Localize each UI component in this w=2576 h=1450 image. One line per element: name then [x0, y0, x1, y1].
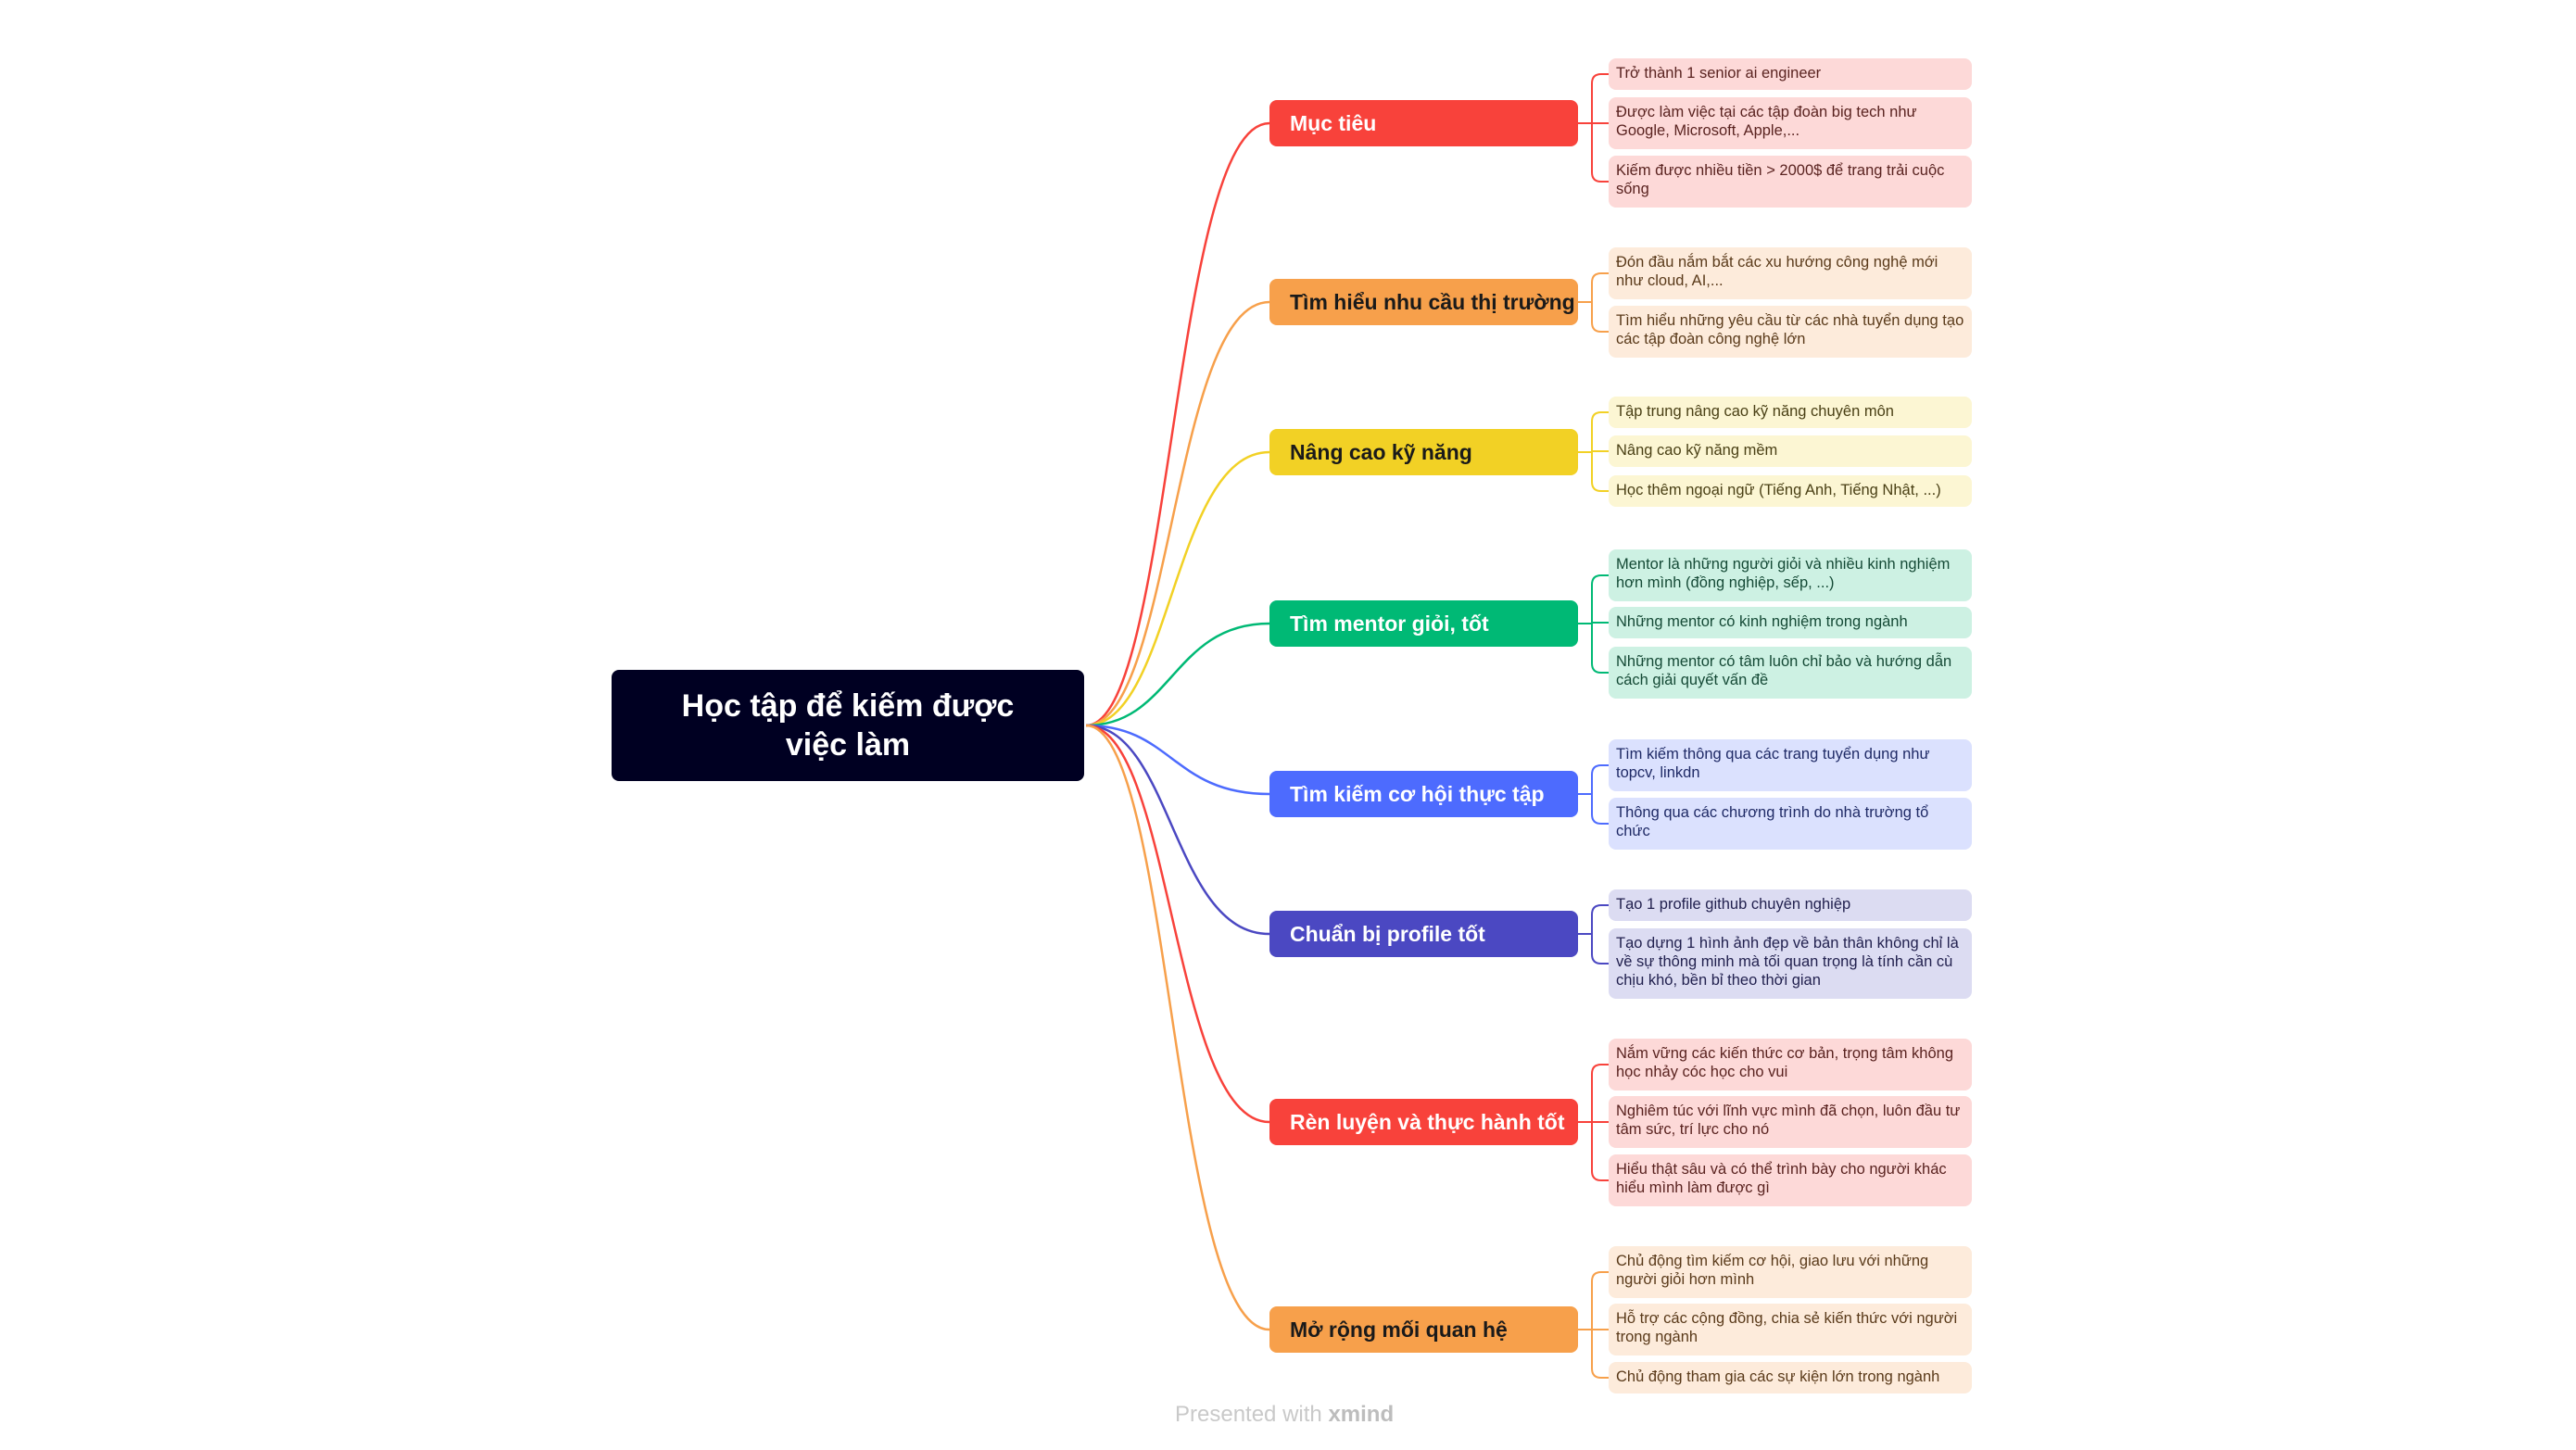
branch-topic-3[interactable]: Nâng cao kỹ năng: [1269, 429, 1578, 475]
subtopic-8-1[interactable]: Chủ động tìm kiếm cơ hội, giao lưu với n…: [1609, 1246, 1972, 1298]
branch-connector: [1085, 724, 1270, 936]
branch-connector: [1085, 724, 1270, 1124]
subtopic-4-2[interactable]: Những mentor có kinh nghiệm trong ngành: [1609, 607, 1972, 638]
subtopic-5-1[interactable]: Tìm kiếm thông qua các trang tuyển dụng …: [1609, 739, 1972, 791]
leaf-bracket: [1591, 272, 1609, 333]
branch-topic-1[interactable]: Mục tiêu: [1269, 100, 1578, 146]
subtopic-7-3[interactable]: Hiểu thật sâu và có thể trình bày cho ng…: [1609, 1154, 1972, 1206]
subtopic-6-1[interactable]: Tạo 1 profile github chuyên nghiệp: [1609, 889, 1972, 921]
subtopic-2-2[interactable]: Tìm hiểu những yêu cầu từ các nhà tuyển …: [1609, 306, 1972, 358]
leaf-bracket: [1591, 764, 1609, 825]
branch-topic-6[interactable]: Chuẩn bị profile tốt: [1269, 911, 1578, 957]
leaf-bracket: [1591, 574, 1609, 674]
central-topic-label: Học tập để kiếm được việc làm: [681, 688, 1015, 763]
branch-connector: [1085, 622, 1270, 727]
branch-topic-label: Nâng cao kỹ năng: [1290, 439, 1472, 464]
subtopic-2-1[interactable]: Đón đầu nắm bắt các xu hướng công nghệ m…: [1609, 247, 1972, 299]
presented-with-footer: Presented with xmind: [1175, 1402, 1394, 1428]
branch-topic-label: Rèn luyện và thực hành tốt: [1290, 1109, 1565, 1134]
branch-topic-label: Tìm mentor giỏi, tốt: [1290, 611, 1489, 636]
central-topic[interactable]: Học tập để kiếm được việc làm: [612, 670, 1084, 781]
leaf-bracket: [1591, 73, 1609, 183]
subtopic-1-1[interactable]: Trở thành 1 senior ai engineer: [1609, 58, 1972, 90]
subtopic-4-1[interactable]: Mentor là những người giỏi và nhiều kinh…: [1609, 549, 1972, 601]
branch-topic-label: Chuẩn bị profile tốt: [1290, 921, 1485, 946]
subtopic-1-2[interactable]: Được làm việc tại các tập đoàn big tech …: [1609, 97, 1972, 149]
branch-topic-label: Tìm kiếm cơ hội thực tập: [1290, 781, 1545, 806]
branch-connector: [1085, 300, 1270, 727]
subtopic-8-3[interactable]: Chủ động tham gia các sự kiện lớn trong …: [1609, 1362, 1972, 1393]
branch-connector: [1085, 121, 1270, 727]
branch-topic-2[interactable]: Tìm hiểu nhu cầu thị trường: [1269, 279, 1578, 325]
subtopic-6-2[interactable]: Tạo dựng 1 hình ảnh đẹp về bản thân khôn…: [1609, 928, 1972, 999]
branch-topic-7[interactable]: Rèn luyện và thực hành tốt: [1269, 1099, 1578, 1145]
branch-connector: [1085, 724, 1270, 1331]
branch-connector: [1085, 724, 1270, 796]
leaf-bracket: [1591, 904, 1609, 965]
branch-topic-4[interactable]: Tìm mentor giỏi, tốt: [1269, 600, 1578, 647]
footer-prefix: Presented with: [1175, 1402, 1322, 1427]
branch-connector: [1085, 450, 1270, 727]
branch-topic-label: Mục tiêu: [1290, 110, 1377, 135]
branch-topic-label: Mở rộng mối quan hệ: [1290, 1317, 1508, 1342]
branch-topic-5[interactable]: Tìm kiếm cơ hội thực tập: [1269, 771, 1578, 817]
subtopic-1-3[interactable]: Kiếm được nhiều tiền > 2000$ để trang tr…: [1609, 156, 1972, 208]
branch-topic-8[interactable]: Mở rộng mối quan hệ: [1269, 1306, 1578, 1353]
subtopic-3-1[interactable]: Tập trung nâng cao kỹ năng chuyên môn: [1609, 397, 1972, 428]
xmind-logo: xmind: [1328, 1402, 1395, 1427]
leaf-bracket: [1591, 1271, 1609, 1379]
subtopic-4-3[interactable]: Những mentor có tâm luôn chỉ bảo và hướn…: [1609, 647, 1972, 699]
branch-topic-label: Tìm hiểu nhu cầu thị trường: [1290, 289, 1575, 314]
subtopic-3-3[interactable]: Học thêm ngoại ngữ (Tiếng Anh, Tiếng Nhậ…: [1609, 475, 1972, 507]
subtopic-7-2[interactable]: Nghiêm túc với lĩnh vực mình đã chọn, lu…: [1609, 1096, 1972, 1148]
subtopic-3-2[interactable]: Nâng cao kỹ năng mềm: [1609, 435, 1972, 467]
subtopic-7-1[interactable]: Nắm vững các kiến thức cơ bản, trọng tâm…: [1609, 1039, 1972, 1091]
subtopic-5-2[interactable]: Thông qua các chương trình do nhà trường…: [1609, 798, 1972, 850]
subtopic-8-2[interactable]: Hỗ trợ các cộng đồng, chia sẻ kiến thức …: [1609, 1304, 1972, 1355]
